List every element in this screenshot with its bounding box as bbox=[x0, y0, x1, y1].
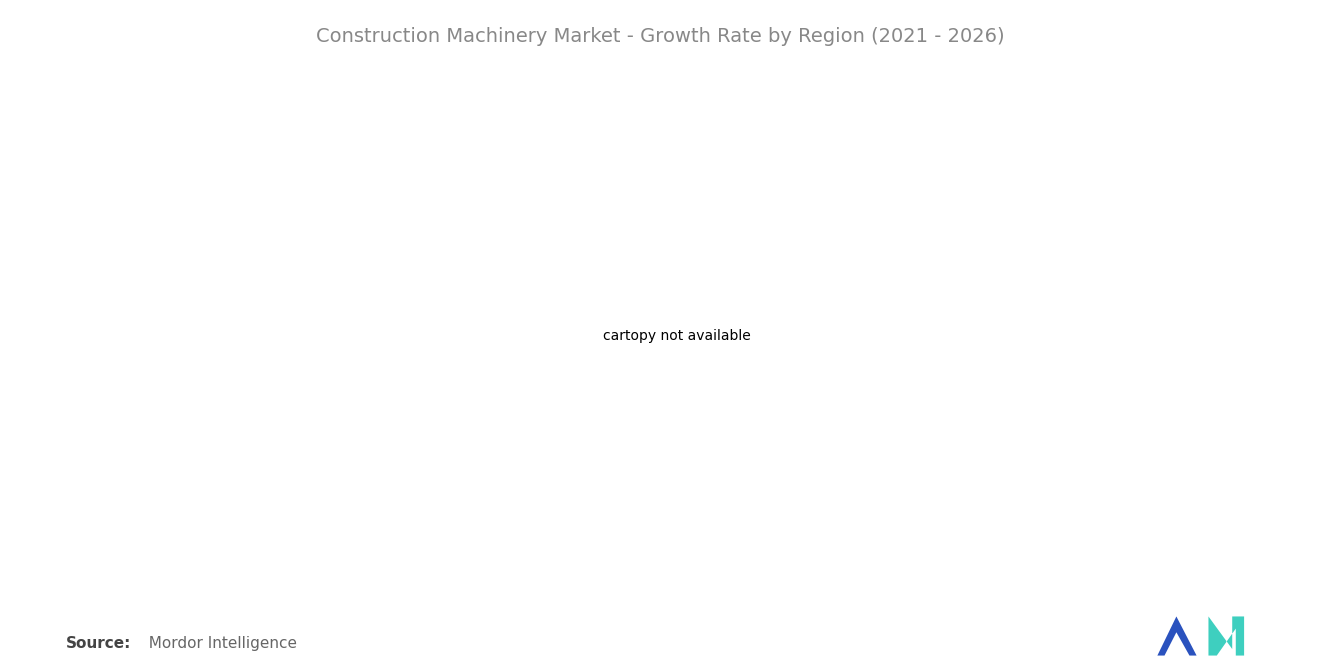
Text: Source:: Source: bbox=[66, 636, 132, 652]
Text: cartopy not available: cartopy not available bbox=[603, 329, 750, 343]
Text: Construction Machinery Market - Growth Rate by Region (2021 - 2026): Construction Machinery Market - Growth R… bbox=[315, 27, 1005, 46]
Text: Mordor Intelligence: Mordor Intelligence bbox=[139, 636, 297, 652]
